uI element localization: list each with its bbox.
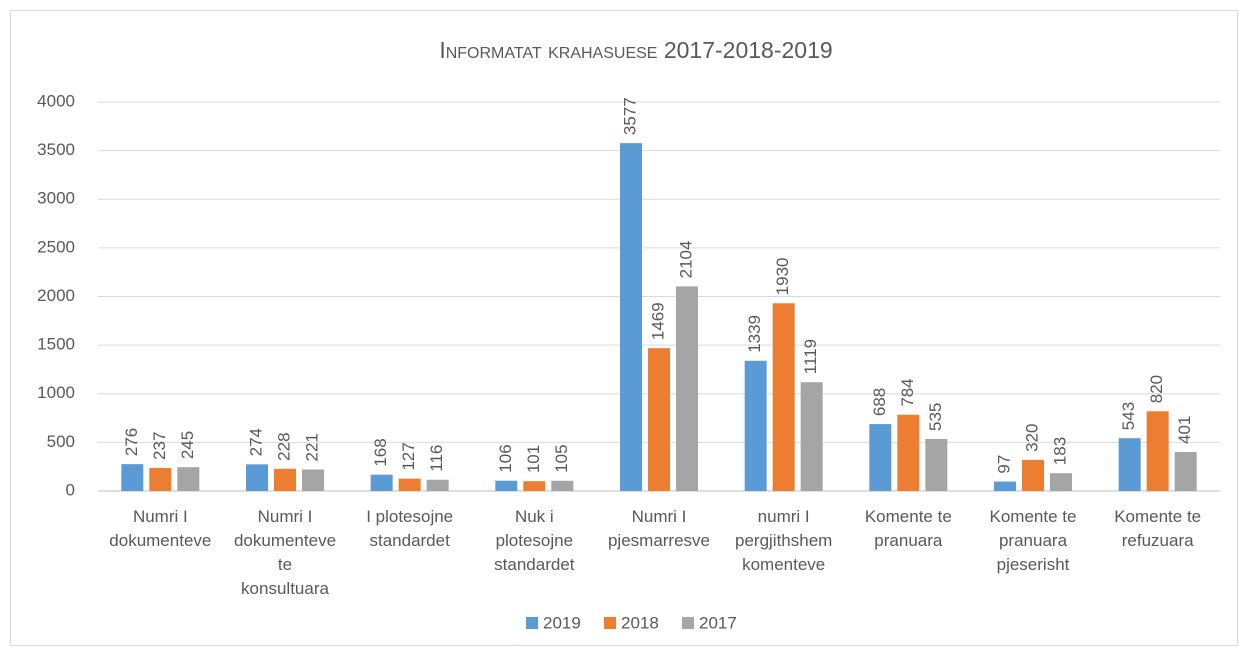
bar [426,479,449,491]
y-tick-label: 1500 [37,335,75,354]
bar [744,360,767,491]
bar [121,464,144,491]
bar [149,467,172,491]
data-label: 105 [552,444,571,472]
bar [302,469,324,491]
y-tick-label: 1000 [37,383,75,402]
bar [772,303,795,491]
y-tick-label: 2000 [37,286,75,305]
legend-swatch [526,617,538,629]
data-label: 274 [246,428,265,456]
y-tick-label: 0 [66,480,75,499]
data-label: 97 [994,455,1013,474]
data-label: 245 [178,431,197,459]
data-label: 221 [302,433,321,461]
bar [800,382,823,491]
data-label: 1339 [745,315,764,353]
bar [994,481,1016,491]
bar [523,481,546,491]
data-label: 101 [524,445,543,473]
data-label: 2104 [676,241,695,279]
data-label: 688 [870,388,889,416]
data-label: 183 [1050,437,1069,465]
y-tick-label: 4000 [37,91,75,110]
bar [398,478,421,491]
legend-swatch [604,617,616,629]
bar [370,474,393,491]
bar [925,438,948,491]
bar [1118,438,1141,491]
data-label: 543 [1119,402,1138,430]
data-label: 106 [496,444,515,472]
legend-swatch [682,617,694,629]
x-tick-label: Komente te pranuara pjeserisht [990,507,1077,574]
bar [495,480,518,491]
data-label: 3577 [620,97,639,135]
data-label: 168 [371,438,390,466]
y-tick-label: 2500 [37,237,75,256]
data-label: 401 [1175,416,1194,444]
y-tick-label: 500 [47,432,75,451]
data-label: 1469 [648,302,667,340]
data-label: 784 [898,378,917,406]
bar [620,143,642,491]
legend-label: 2018 [621,613,659,632]
data-label: 237 [150,432,169,460]
bar [1022,459,1044,491]
chart-title: Informatat krahasuese 2017-2018-2019 [439,37,832,63]
legend-label: 2019 [543,613,581,632]
y-tick-label: 3500 [37,140,75,159]
bar [897,414,920,491]
bar [246,464,268,491]
bar [274,468,296,491]
y-tick-label: 3000 [37,189,75,208]
x-tick-label: Nuk i plotesojne standardet [494,507,575,574]
data-label: 276 [122,428,141,456]
data-label: 116 [427,445,446,472]
data-label: 320 [1022,424,1041,452]
data-label: 820 [1147,375,1166,403]
legend-label: 2017 [699,613,737,632]
bar [1050,473,1072,491]
data-label: 535 [926,403,945,431]
data-label: 1930 [773,257,792,295]
bar [648,348,670,491]
x-tick-label: I plotesojne standardet [366,507,453,550]
bar [869,424,892,491]
x-tick-label: Komente te pranuara [865,507,952,550]
bar [1174,452,1197,491]
bar [177,467,200,491]
data-label: 1119 [801,339,820,374]
x-tick-label: Komente te refuzuara [1114,507,1201,550]
data-label: 127 [399,442,418,470]
bar [676,286,698,491]
data-label: 228 [274,432,293,460]
bar [551,480,574,491]
bar [1146,411,1169,491]
